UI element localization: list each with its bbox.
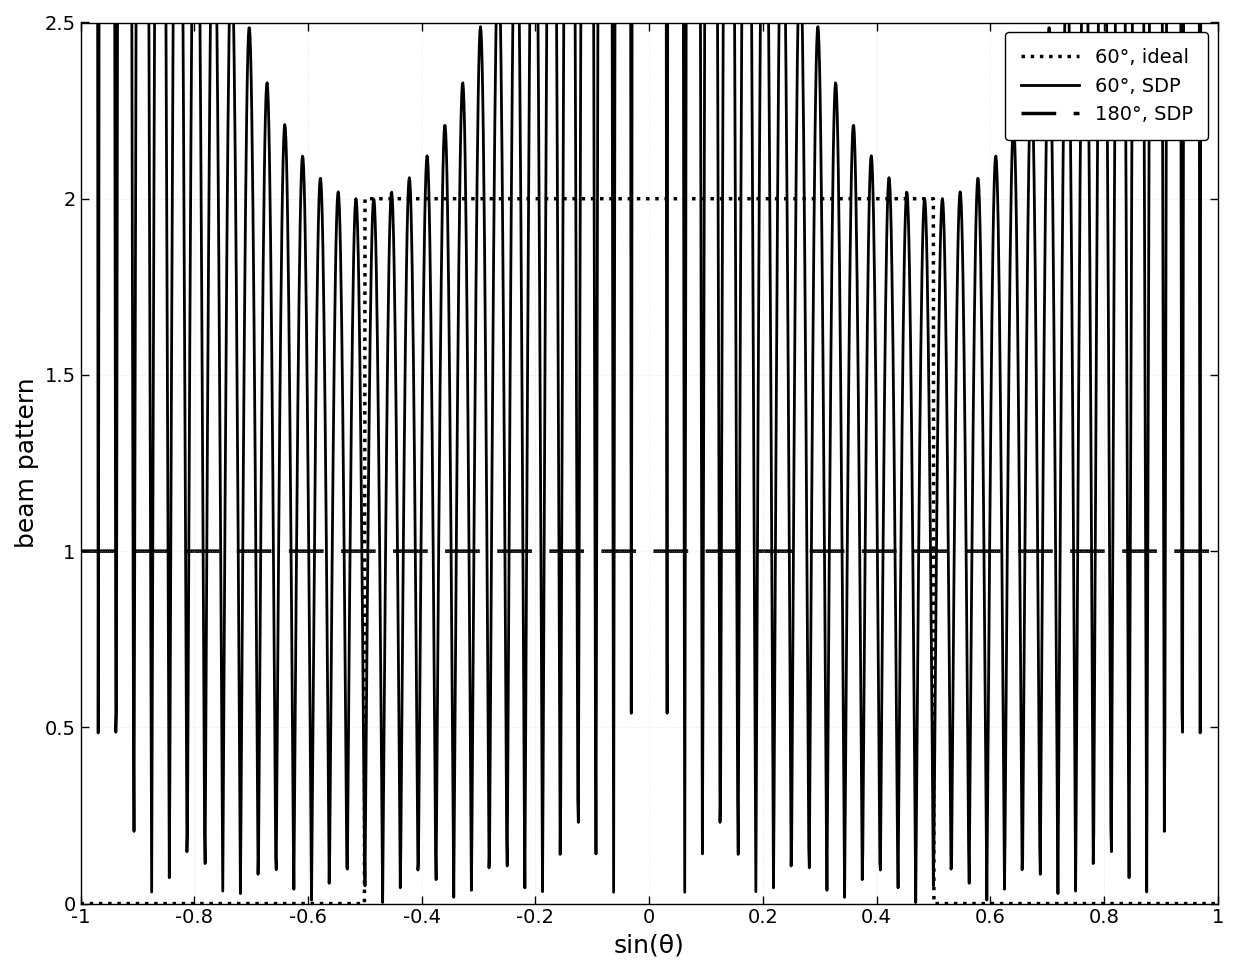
180°, SDP	[73, 545, 88, 557]
60°, ideal	[73, 898, 88, 910]
60°, ideal	[1177, 898, 1192, 910]
180°, SDP	[1211, 545, 1225, 557]
60°, ideal	[596, 192, 611, 204]
60°, SDP	[969, 193, 984, 205]
Line: 60°, SDP: 60°, SDP	[81, 0, 1218, 902]
60°, ideal	[1211, 898, 1225, 910]
180°, SDP	[626, 545, 641, 557]
180°, SDP	[596, 545, 611, 557]
60°, ideal	[627, 192, 642, 204]
Y-axis label: beam pattern: beam pattern	[15, 378, 38, 548]
60°, ideal	[1178, 898, 1193, 910]
180°, SDP	[1177, 545, 1192, 557]
60°, SDP	[375, 896, 390, 908]
180°, SDP	[1177, 545, 1192, 557]
Line: 60°, ideal: 60°, ideal	[81, 198, 1218, 904]
180°, SDP	[131, 545, 146, 557]
60°, ideal	[358, 192, 373, 204]
60°, ideal	[969, 898, 984, 910]
Legend: 60°, ideal, 60°, SDP, 180°, SDP: 60°, ideal, 60°, SDP, 180°, SDP	[1005, 32, 1208, 140]
X-axis label: sin(θ): sin(θ)	[613, 933, 685, 957]
60°, ideal	[131, 898, 146, 910]
180°, SDP	[969, 545, 984, 557]
